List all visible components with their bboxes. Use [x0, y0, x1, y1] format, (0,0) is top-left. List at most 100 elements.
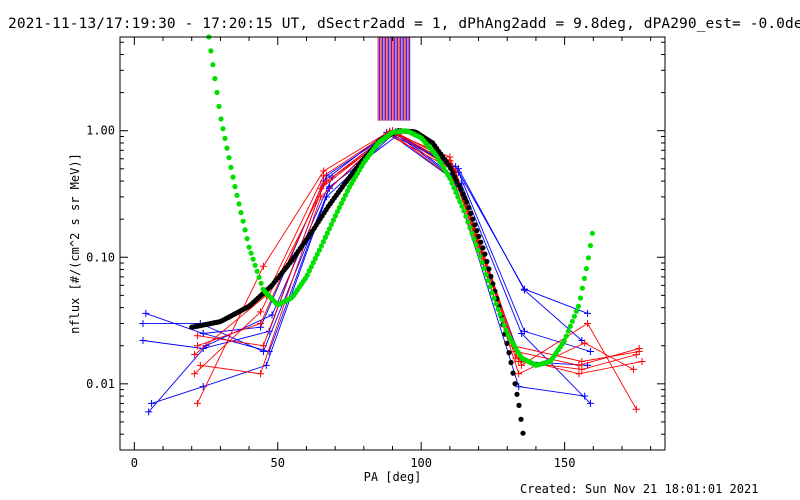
green-fit-dot: [224, 145, 230, 151]
green-fit-dot: [455, 194, 461, 200]
x-tick-label: 50: [271, 456, 285, 470]
red-data-point: [191, 370, 199, 378]
red-data-point: [578, 358, 586, 366]
green-fit-dot: [310, 260, 316, 266]
green-fit-dot: [214, 89, 220, 96]
blue-data-point: [586, 399, 594, 407]
blue-data-point: [148, 399, 156, 407]
green-fit-dot: [250, 256, 256, 262]
black-fit-dot: [484, 258, 490, 265]
red-data-point: [578, 365, 586, 373]
red-data-point: [629, 365, 637, 373]
blue-data-point: [581, 392, 589, 400]
green-fit-dot: [222, 135, 228, 141]
black-fit-dot: [460, 191, 466, 197]
red-data-point: [257, 308, 265, 316]
blue-data-point: [145, 408, 153, 416]
black-fit-dot: [448, 165, 454, 171]
green-fit-dot: [567, 323, 573, 329]
y-tick-label: 1.00: [86, 124, 115, 138]
black-fit-dot: [454, 178, 460, 184]
blue-data-point: [139, 336, 147, 344]
red-data-point: [515, 358, 523, 366]
green-fit-dot: [477, 253, 483, 259]
green-fit-dot: [334, 209, 340, 215]
green-fit-dot: [316, 247, 322, 253]
green-fit-dot: [487, 284, 493, 290]
green-fit-dot: [479, 259, 485, 265]
green-fit-dot: [587, 243, 594, 249]
black-fit-dot: [508, 359, 514, 366]
blue-series-line: [142, 130, 591, 353]
green-fit-dot: [330, 217, 336, 223]
black-fit-dot: [474, 228, 480, 234]
red-data-point: [635, 348, 643, 356]
red-data-point: [638, 358, 646, 366]
green-fit-dot: [216, 103, 222, 109]
black-fit-dot: [510, 370, 516, 376]
blue-series-line: [148, 130, 591, 413]
red-data-point: [193, 332, 201, 340]
red-series-line: [194, 133, 637, 410]
green-fit-dot: [471, 236, 477, 242]
green-fit-dot: [304, 272, 310, 278]
green-fit-dot: [483, 272, 489, 278]
green-fit-dot: [467, 225, 473, 231]
green-fit-dot: [236, 201, 242, 207]
red-data-point: [320, 172, 328, 180]
green-fit-dot: [565, 328, 571, 334]
green-fit-dot: [571, 313, 578, 319]
green-fit-dot: [308, 264, 314, 270]
x-tick-label: 100: [410, 456, 432, 470]
green-fit-dot: [577, 295, 584, 301]
black-fit-dot: [450, 170, 456, 176]
blue-series-line: [203, 134, 583, 353]
green-fit-dot: [238, 210, 244, 216]
red-series-line: [200, 131, 643, 375]
x-tick-label: 150: [554, 456, 576, 470]
red-data-point: [320, 180, 328, 188]
blue-data-point: [199, 329, 207, 337]
green-fit-dot: [220, 126, 226, 132]
black-fit-dot: [512, 381, 518, 387]
black-fit-dot: [456, 182, 462, 188]
green-fit-dot: [451, 185, 457, 191]
black-fit-dot: [520, 430, 526, 436]
green-fit-dot: [258, 280, 264, 286]
green-fit-dot: [469, 230, 475, 236]
green-fit-dot: [497, 311, 503, 317]
green-fit-dot: [581, 275, 588, 281]
green-fit-dot: [575, 303, 582, 309]
green-fit-dot: [326, 226, 332, 232]
black-fit-dot: [468, 210, 474, 216]
green-fit-dot: [503, 327, 509, 333]
red-data-point: [193, 342, 201, 350]
blue-data-point: [584, 309, 592, 317]
green-fit-dot: [457, 199, 463, 205]
green-fit-dot: [563, 333, 569, 339]
green-fit-dot: [324, 230, 330, 236]
blue-data-point: [520, 286, 528, 294]
blue-data-point: [515, 383, 523, 391]
red-data-point: [515, 370, 523, 378]
green-fit-dot: [256, 274, 262, 280]
green-fit-dot: [218, 116, 224, 122]
green-fit-dot: [320, 239, 326, 245]
blue-data-point: [518, 329, 526, 337]
green-fit-dot: [208, 48, 214, 54]
x-axis-label: PA [deg]: [364, 470, 422, 484]
red-data-point: [584, 319, 592, 327]
green-fit-dot: [499, 317, 505, 323]
y-tick-label: 0.01: [86, 377, 115, 391]
red-data-point: [575, 370, 583, 378]
green-fit-dot: [318, 243, 324, 249]
vertical-markers: [377, 37, 411, 121]
red-data-point: [518, 361, 526, 369]
blue-data-point: [268, 311, 276, 319]
blue-data-point: [586, 348, 594, 356]
red-data-point: [257, 319, 265, 327]
red-data-point: [581, 339, 589, 347]
green-fit-dot: [244, 236, 250, 242]
black-fit-dot: [514, 391, 520, 397]
